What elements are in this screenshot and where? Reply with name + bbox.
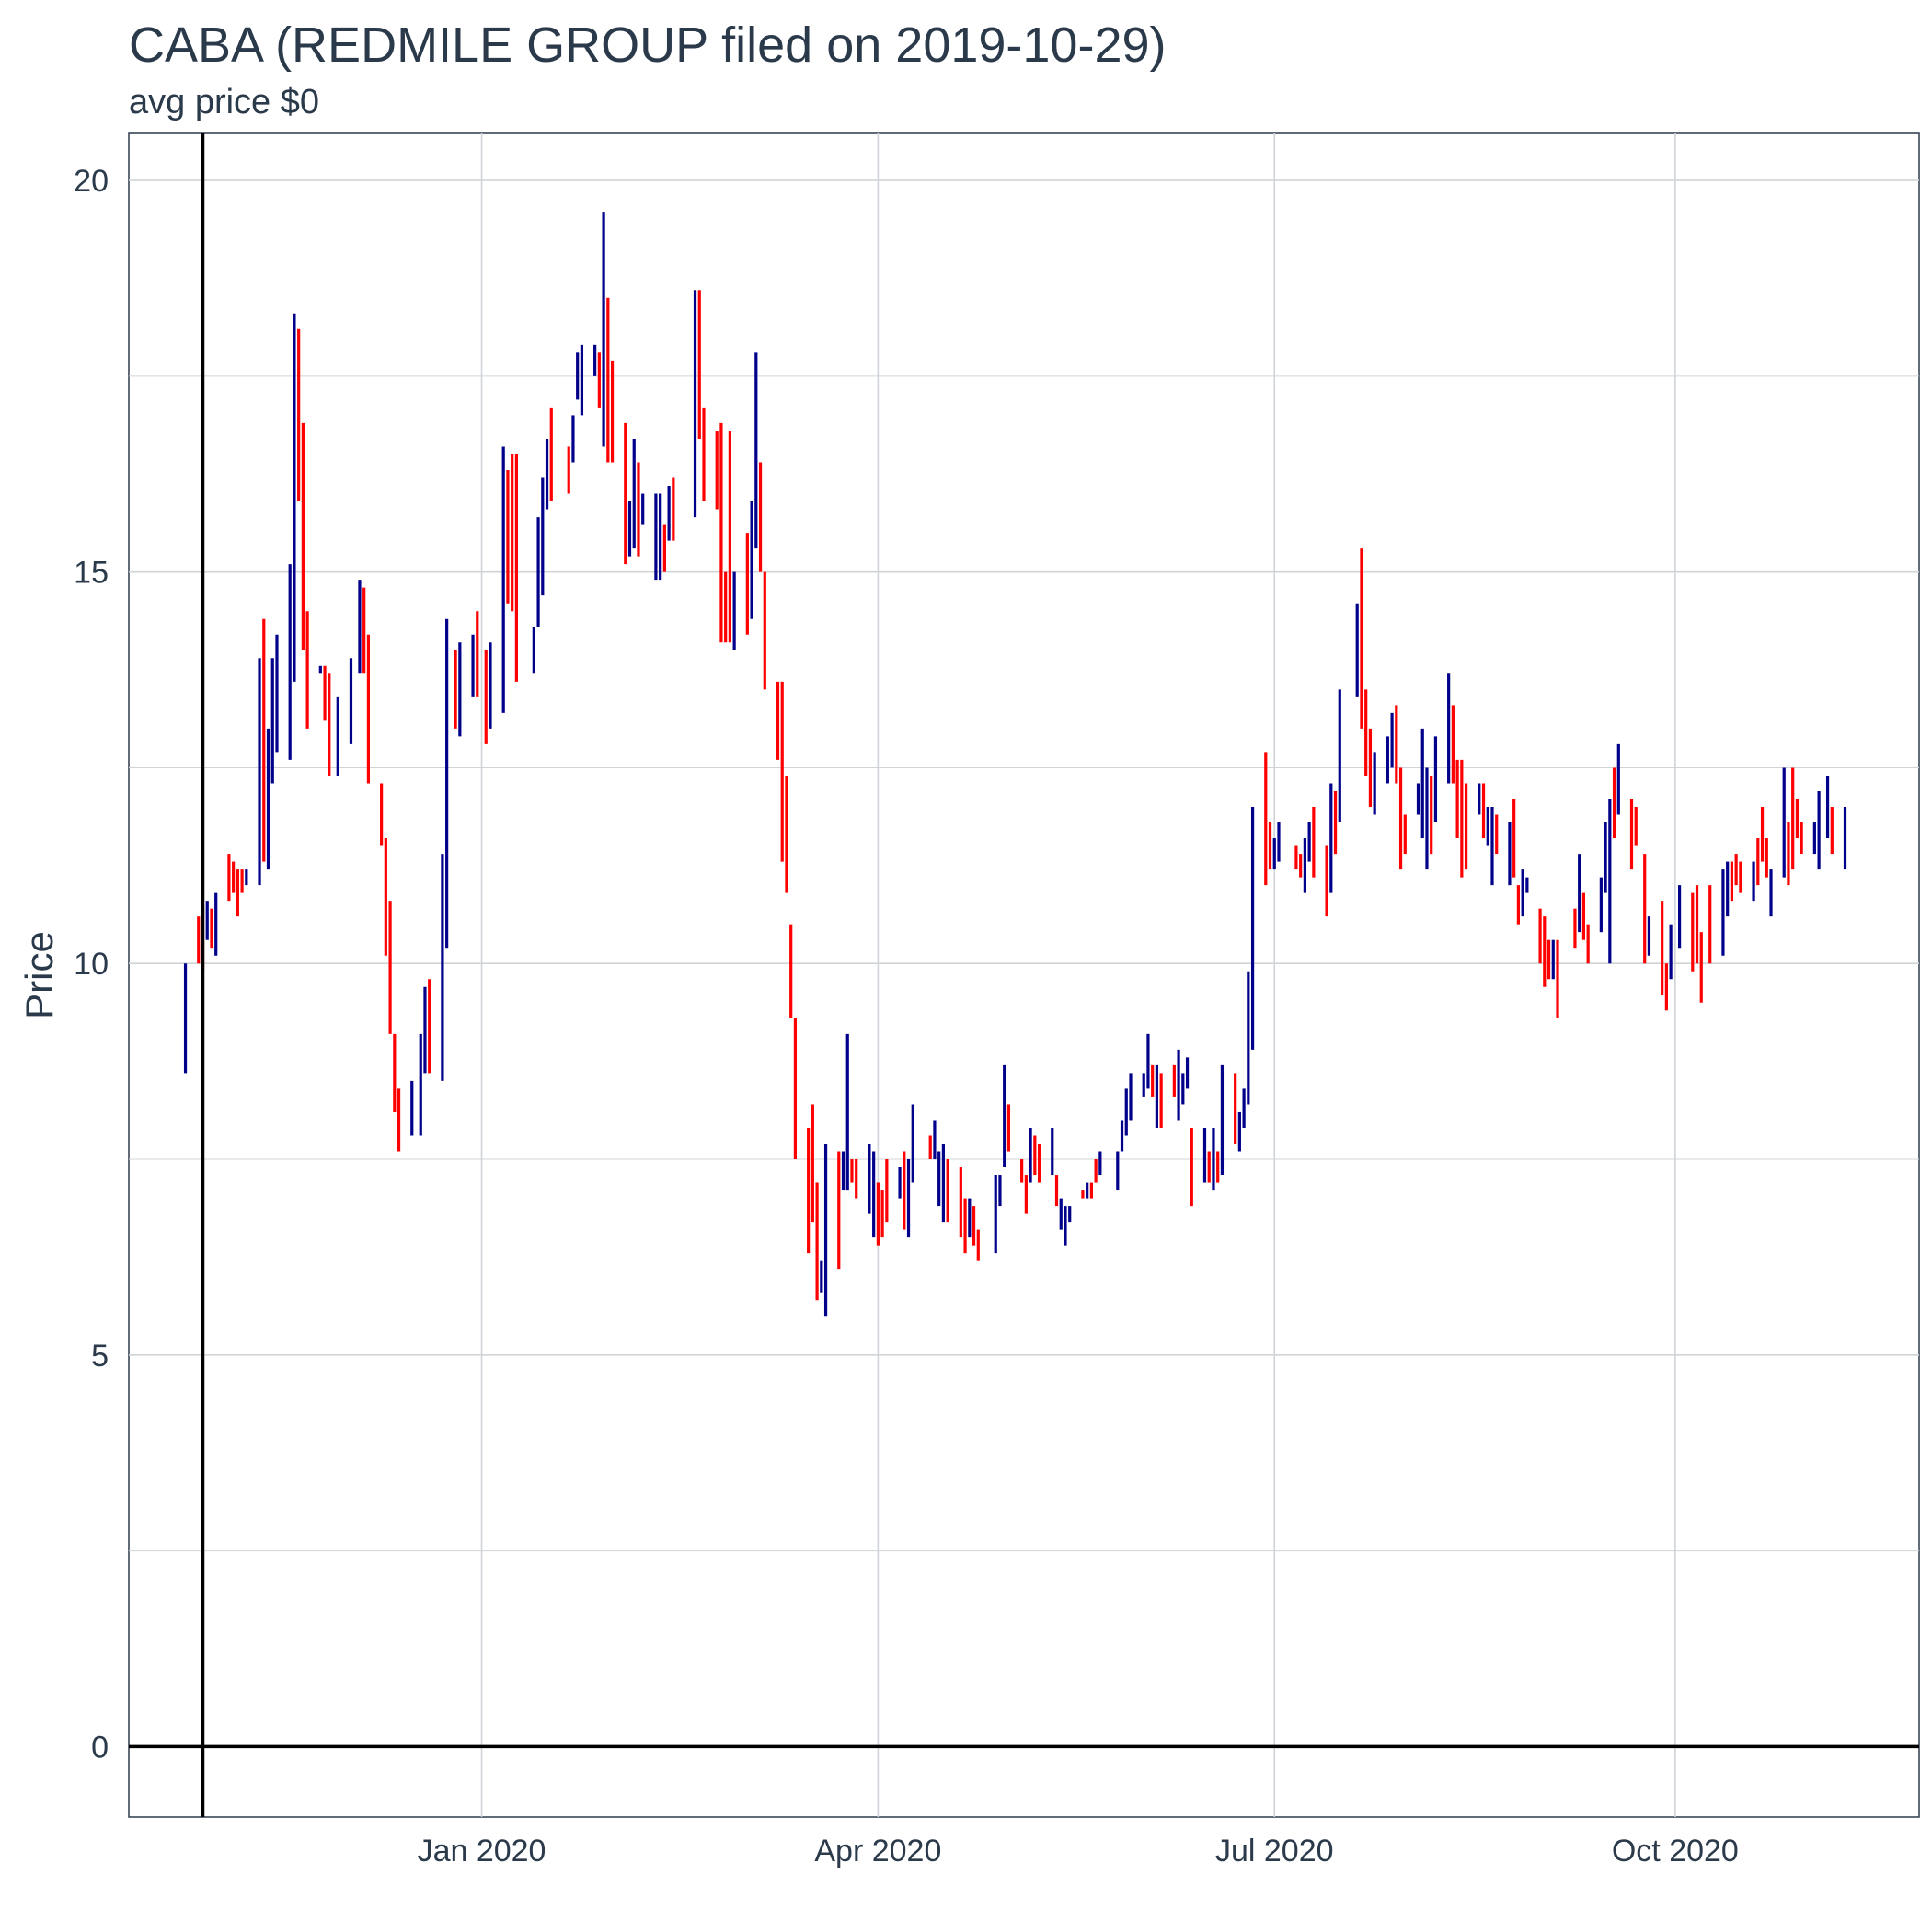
- axis-labels: 0 5 10 15 20 Jan 2020 Apr 2020 Jul 2020 Oct 2020: [74, 164, 1739, 1869]
- chart-subtitle: avg price $0: [129, 83, 320, 121]
- y-tick-label: 20: [74, 164, 109, 199]
- y-tick-label: 15: [74, 556, 109, 591]
- y-tick-label: 10: [74, 947, 109, 982]
- x-tick-label: Jan 2020: [418, 1834, 546, 1869]
- chart-title: CABA (REDMILE GROUP filed on 2019-10-29): [129, 17, 1167, 73]
- plot-panel: [128, 132, 1920, 1818]
- y-tick-label: 5: [91, 1339, 109, 1374]
- y-tick-label: 0: [91, 1730, 109, 1765]
- ohlc-bars: [183, 212, 1847, 1317]
- x-tick-label: Oct 2020: [1612, 1834, 1739, 1869]
- y-axis-title: Price: [17, 931, 61, 1019]
- reference-lines: [129, 133, 1919, 1817]
- x-tick-label: Apr 2020: [814, 1834, 941, 1869]
- x-tick-label: Jul 2020: [1215, 1834, 1334, 1869]
